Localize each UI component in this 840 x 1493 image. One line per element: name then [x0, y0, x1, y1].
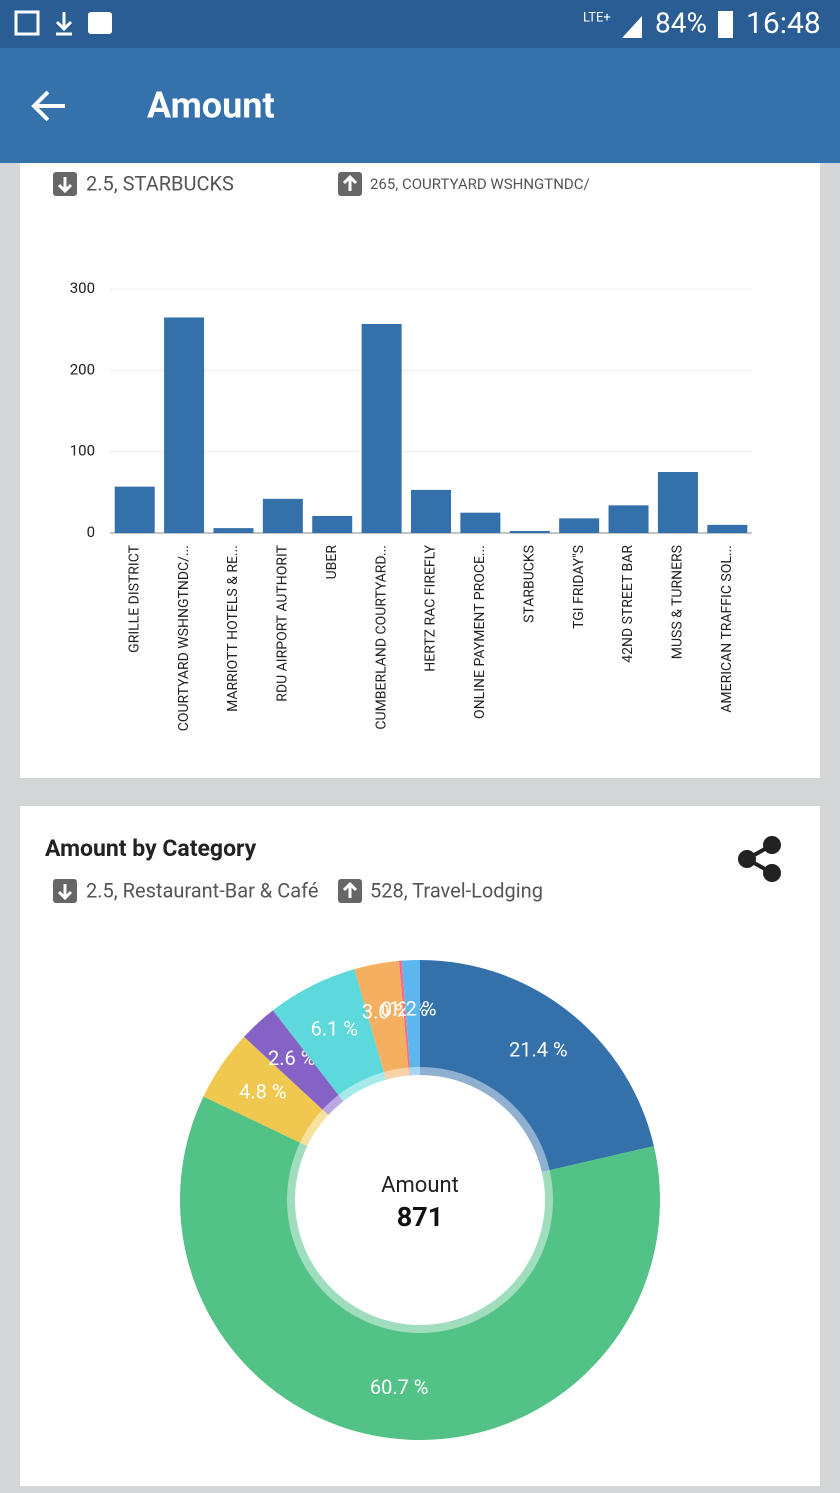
y-tick-label: 0	[87, 523, 95, 541]
bar	[262, 498, 303, 533]
max-label: 528, Travel-Lodging	[370, 878, 543, 902]
x-tick-label: 42ND STREET BAR	[620, 545, 636, 663]
donut-slice	[203, 1036, 329, 1147]
slice-label: 1.2 %	[389, 996, 436, 1020]
donut-title: Amount by Category	[45, 835, 257, 862]
slice-label: 60.7 %	[370, 1375, 429, 1399]
bar	[707, 524, 748, 533]
bar	[460, 512, 501, 533]
center-value: 871	[397, 1201, 443, 1233]
bar-card	[20, 150, 820, 778]
battery: 84%	[655, 6, 707, 39]
bar	[164, 317, 205, 533]
max-label: 265, COURTYARD WSHNGTNDC/	[370, 175, 590, 193]
slice-label: 21.4 %	[509, 1038, 568, 1062]
donut-hole	[297, 1077, 543, 1323]
donut-slice	[420, 960, 654, 1172]
bar	[361, 323, 402, 533]
y-tick-label: 100	[70, 442, 95, 460]
bar	[509, 530, 550, 533]
center-label: Amount	[381, 1173, 459, 1198]
slice-label: 6.1 %	[311, 1017, 358, 1041]
donut-slice	[244, 1010, 344, 1116]
x-tick-label: UBER	[324, 545, 340, 580]
x-tick-label: HERTZ RAC FIREFLY	[423, 544, 439, 671]
slice-label: 3.0 %	[362, 999, 409, 1023]
x-tick-label: RDU AIRPORT AUTHORIT	[275, 544, 291, 701]
x-tick-label: STARBUCKS	[521, 545, 537, 623]
y-tick-label: 300	[70, 279, 95, 297]
gallery-icon	[14, 10, 40, 36]
donut-slice	[398, 960, 411, 1076]
slice-label: 0.2 %	[381, 997, 428, 1021]
bar	[312, 515, 353, 533]
x-tick-label: GRILLE DISTRICT	[126, 544, 142, 652]
time: 16:48	[746, 6, 821, 41]
donut-slice	[272, 969, 386, 1102]
status-bar	[0, 0, 840, 48]
network: LTE+	[583, 10, 611, 25]
slice-label: 4.8 %	[239, 1079, 286, 1103]
x-tick-label: MUSS & TURNERS	[670, 545, 686, 659]
bar	[411, 489, 451, 533]
bar	[213, 528, 254, 533]
back-button[interactable]	[31, 90, 65, 122]
download-icon	[55, 12, 73, 36]
bar	[657, 472, 698, 533]
donut-slice	[401, 960, 420, 1076]
donut-slice	[180, 1096, 660, 1440]
bar	[608, 505, 649, 533]
battery-icon	[718, 11, 733, 38]
wifi-icon	[88, 12, 112, 34]
bar	[114, 486, 155, 533]
y-tick-label: 200	[70, 360, 95, 378]
bar	[559, 518, 600, 533]
x-tick-label: COURTYARD WSHNGTNDC/...	[176, 545, 192, 731]
share-button[interactable]	[738, 836, 781, 882]
x-tick-label: TGI FRIDAY"S	[571, 545, 587, 629]
min-label: 2.5, Restaurant-Bar & Café	[86, 878, 318, 902]
app-title: Amount	[147, 85, 275, 127]
donut-slice	[354, 960, 410, 1080]
min-label: 2.5, STARBUCKS	[86, 171, 234, 195]
app-bar	[0, 48, 840, 163]
x-tick-label: AMERICAN TRAFFIC SOL...	[719, 545, 735, 713]
x-tick-label: MARRIOTT HOTELS & RE...	[225, 545, 241, 712]
x-tick-label: ONLINE PAYMENT PROCE...	[472, 545, 488, 719]
x-tick-label: CUMBERLAND COURTYARD...	[373, 545, 389, 730]
signal-icon	[622, 16, 642, 38]
